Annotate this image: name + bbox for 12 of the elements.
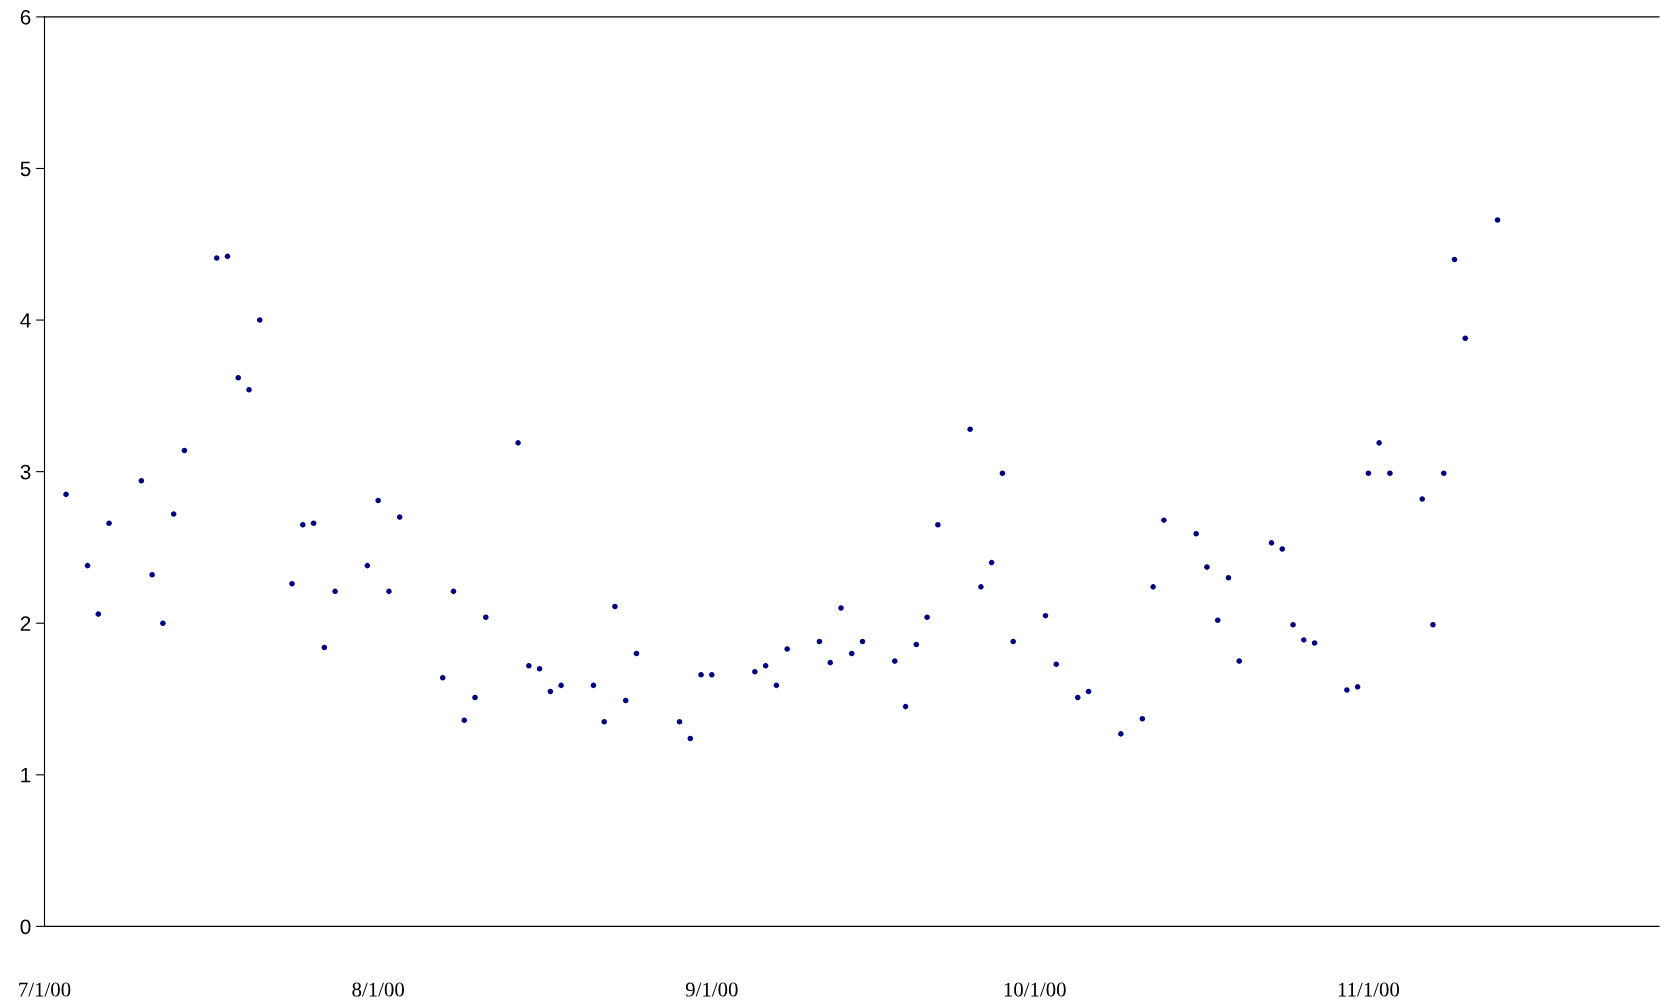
x-tick-label: 10/1/00 xyxy=(1004,982,1066,997)
y-tick-label: 0 xyxy=(20,919,31,935)
y-tick-label: 6 xyxy=(20,9,31,25)
x-tick-label: 9/1/00 xyxy=(685,982,738,997)
y-tick-label: 4 xyxy=(20,313,31,328)
x-tick-label: 8/1/00 xyxy=(352,982,404,997)
y-tick-label: 5 xyxy=(20,161,31,177)
x-tick-label: 7/1/00 xyxy=(19,982,71,997)
x-tick-label: 11/1/00 xyxy=(1338,982,1400,997)
y-tick-label: 1 xyxy=(21,768,31,783)
y-tick-label: 2 xyxy=(20,616,31,631)
y-tick-label: 3 xyxy=(20,464,31,480)
